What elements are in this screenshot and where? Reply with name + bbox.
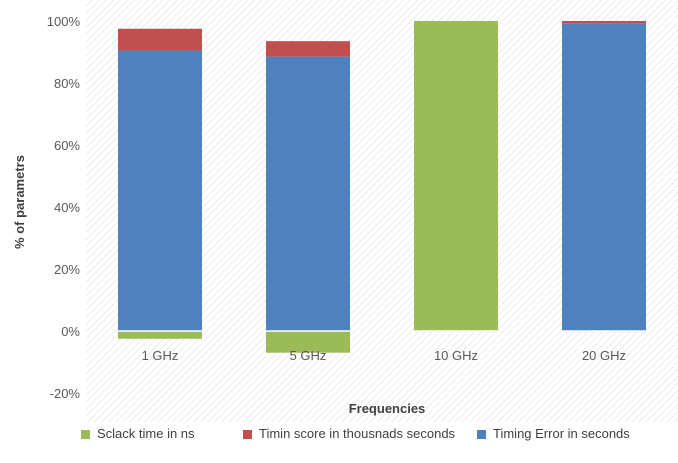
legend-swatch-red: [243, 430, 252, 439]
bars-layer: [118, 21, 646, 353]
bar-segment: [562, 23, 646, 331]
legend: Sclack time in ns Timin score in thousna…: [0, 422, 678, 462]
bar-segment: [414, 21, 498, 331]
x-tick-label: 20 GHz: [582, 348, 626, 363]
x-axis-ticks: 1 GHz 5 GHz 10 GHz 20 GHz: [142, 348, 626, 363]
y-axis-ticks: -20% 0% 20% 40% 60% 80% 100%: [47, 14, 81, 401]
y-tick-label: 80%: [54, 76, 80, 91]
y-tick-label: 100%: [47, 14, 81, 29]
legend-swatch-green: [81, 430, 90, 439]
x-tick-label: 5 GHz: [290, 348, 327, 363]
x-tick-label: 1 GHz: [142, 348, 179, 363]
bar-segment: [266, 41, 350, 57]
y-tick-label: 40%: [54, 200, 80, 215]
x-tick-label: 10 GHz: [434, 348, 478, 363]
bar-segment: [562, 21, 646, 24]
y-axis-title: % of parametrs: [12, 155, 27, 249]
legend-swatch-blue: [477, 430, 486, 439]
bar-segment: [118, 50, 202, 331]
legend-label: Timin score in thousnads seconds: [259, 426, 456, 441]
y-tick-label: -20%: [50, 386, 81, 401]
bar-segment: [266, 56, 350, 332]
legend-item-sclack-time: Sclack time in ns: [81, 426, 195, 442]
bar-segment: [118, 28, 202, 51]
y-tick-label: 60%: [54, 138, 80, 153]
legend-item-timing-error: Timing Error in seconds: [477, 426, 630, 442]
y-tick-label: 0%: [61, 324, 80, 339]
y-tick-label: 20%: [54, 262, 80, 277]
legend-label: Timing Error in seconds: [493, 426, 630, 441]
legend-label: Sclack time in ns: [97, 426, 195, 441]
bar-segment: [118, 331, 202, 339]
bar-segment: [266, 331, 350, 353]
legend-item-timin-score: Timin score in thousnads seconds: [243, 426, 473, 442]
x-axis-title: Frequencies: [349, 401, 426, 416]
chart: -20% 0% 20% 40% 60% 80% 100% 1 GHz 5 GHz 10 GHz 2…: [12, 0, 678, 422]
